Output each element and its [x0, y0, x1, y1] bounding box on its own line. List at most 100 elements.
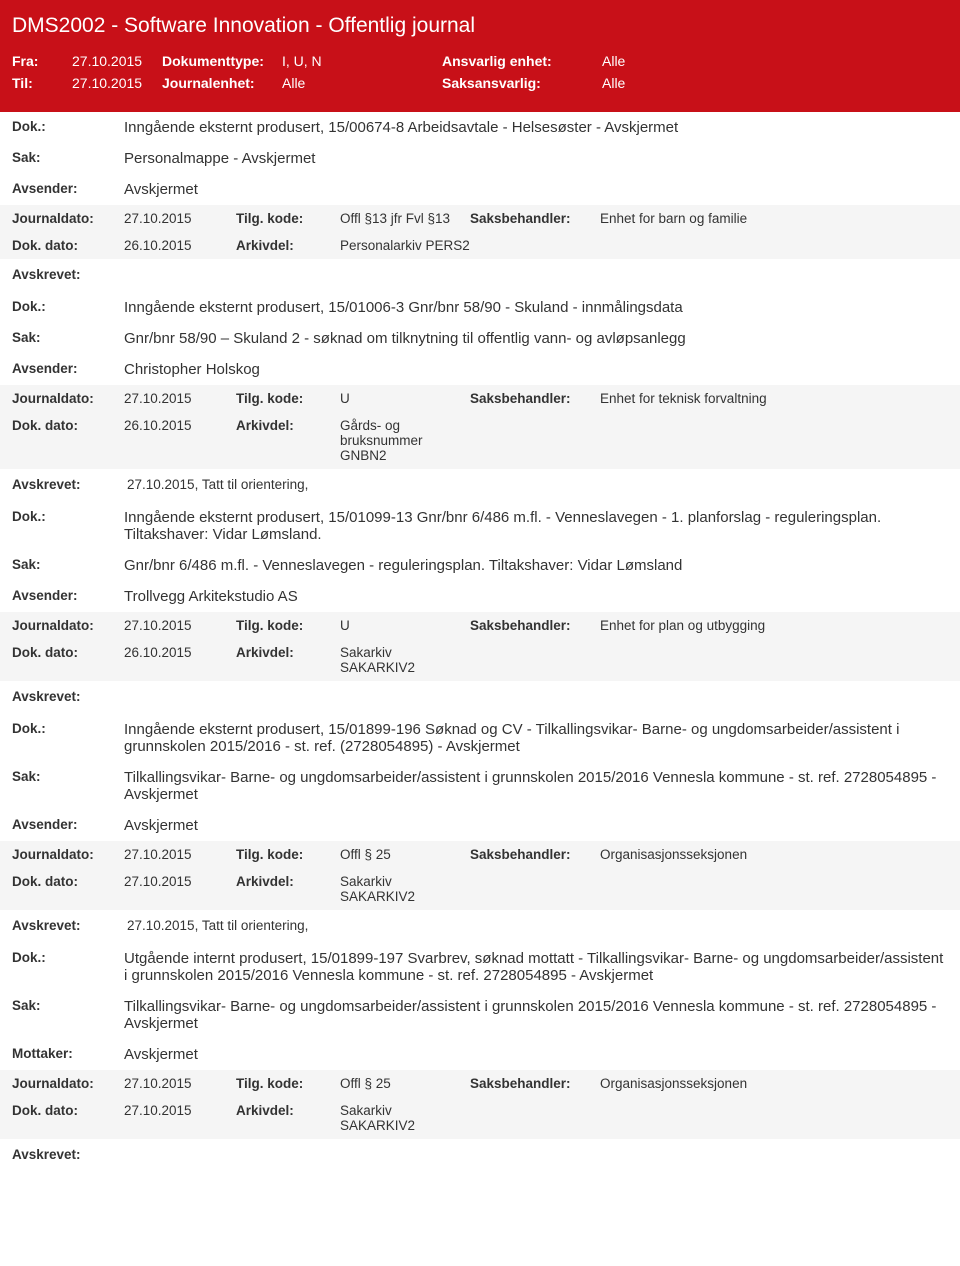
arkivdel-value: Sakarkiv SAKARKIV2 [340, 645, 470, 675]
sak-row: Sak: Tilkallingsvikar- Barne- og ungdoms… [0, 991, 960, 1039]
journalenhet-value: Alle [282, 75, 442, 91]
party-value: Avskjermet [124, 181, 948, 198]
til-label: Til: [12, 75, 72, 91]
journal-entry: Dok.: Inngående eksternt produsert, 15/0… [0, 292, 960, 502]
sak-value: Gnr/bnr 6/486 m.fl. - Venneslavegen - re… [124, 557, 948, 574]
dokdato-label: Dok. dato: [12, 418, 124, 433]
dokdato-value: 26.10.2015 [124, 418, 236, 433]
party-label: Avsender: [12, 588, 124, 603]
sak-value: Personalmappe - Avskjermet [124, 150, 948, 167]
sak-row: Sak: Gnr/bnr 6/486 m.fl. - Venneslavegen… [0, 550, 960, 581]
dok-value: Utgående internt produsert, 15/01899-197… [124, 950, 948, 984]
tilgkode-label: Tilg. kode: [236, 618, 340, 633]
journaldato-value: 27.10.2015 [124, 618, 236, 633]
journaldato-label: Journaldato: [12, 847, 124, 862]
arkivdel-label: Arkivdel: [236, 238, 340, 253]
tilgkode-value: Offl § 25 [340, 1076, 470, 1091]
journaldato-value: 27.10.2015 [124, 847, 236, 862]
dok-label: Dok.: [12, 721, 124, 736]
avskrevet-label: Avskrevet: [12, 689, 127, 704]
fra-value: 27.10.2015 [72, 53, 162, 69]
party-row: Avsender: Trollvegg Arkitekstudio AS [0, 581, 960, 612]
avskrevet-value: 27.10.2015, Tatt til orientering, [127, 477, 308, 492]
sak-row: Sak: Gnr/bnr 58/90 – Skuland 2 - søknad … [0, 323, 960, 354]
journal-entry: Dok.: Inngående eksternt produsert, 15/0… [0, 112, 960, 292]
dokdato-value: 26.10.2015 [124, 238, 236, 253]
fra-label: Fra: [12, 53, 72, 69]
sak-value: Tilkallingsvikar- Barne- og ungdomsarbei… [124, 998, 948, 1032]
avskrevet-value: 27.10.2015, Tatt til orientering, [127, 918, 308, 933]
party-row: Avsender: Avskjermet [0, 174, 960, 205]
saksbehandler-value: Organisasjonsseksjonen [600, 1076, 948, 1091]
tilgkode-value: Offl §13 jfr Fvl §13 [340, 211, 470, 226]
dok-value: Inngående eksternt produsert, 15/00674-8… [124, 119, 948, 136]
dok-row: Dok.: Inngående eksternt produsert, 15/0… [0, 714, 960, 762]
journal-entry: Dok.: Utgående internt produsert, 15/018… [0, 943, 960, 1172]
dok-value: Inngående eksternt produsert, 15/01099-1… [124, 509, 948, 543]
dok-row: Dok.: Inngående eksternt produsert, 15/0… [0, 502, 960, 550]
saksbehandler-label: Saksbehandler: [470, 211, 600, 226]
journal-entries: Dok.: Inngående eksternt produsert, 15/0… [0, 112, 960, 1172]
party-label: Avsender: [12, 361, 124, 376]
page-title: DMS2002 - Software Innovation - Offentli… [0, 0, 960, 50]
ansvarlig-label: Ansvarlig enhet: [442, 53, 602, 69]
party-value: Avskjermet [124, 1046, 948, 1063]
dokumenttype-value: I, U, N [282, 53, 442, 69]
dok-row: Dok.: Inngående eksternt produsert, 15/0… [0, 112, 960, 143]
saksbehandler-value: Organisasjonsseksjonen [600, 847, 948, 862]
dok-label: Dok.: [12, 119, 124, 134]
dokdato-row: Dok. dato: 26.10.2015 Arkivdel: Personal… [0, 232, 960, 259]
saksansvarlig-value: Alle [602, 75, 625, 91]
journaldato-row: Journaldato: 27.10.2015 Tilg. kode: Offl… [0, 1070, 960, 1097]
dokdato-value: 27.10.2015 [124, 874, 236, 889]
party-row: Avsender: Christopher Holskog [0, 354, 960, 385]
journaldato-value: 27.10.2015 [124, 1076, 236, 1091]
saksbehandler-label: Saksbehandler: [470, 618, 600, 633]
party-row: Mottaker: Avskjermet [0, 1039, 960, 1070]
sak-value: Gnr/bnr 58/90 – Skuland 2 - søknad om ti… [124, 330, 948, 347]
dokdato-row: Dok. dato: 26.10.2015 Arkivdel: Gårds- o… [0, 412, 960, 469]
saksansvarlig-label: Saksansvarlig: [442, 75, 602, 91]
journaldato-row: Journaldato: 27.10.2015 Tilg. kode: Offl… [0, 841, 960, 868]
party-label: Mottaker: [12, 1046, 124, 1061]
sak-value: Tilkallingsvikar- Barne- og ungdomsarbei… [124, 769, 948, 803]
dokdato-label: Dok. dato: [12, 645, 124, 660]
dokdato-row: Dok. dato: 27.10.2015 Arkivdel: Sakarkiv… [0, 868, 960, 910]
party-value: Trollvegg Arkitekstudio AS [124, 588, 948, 605]
tilgkode-label: Tilg. kode: [236, 391, 340, 406]
dokdato-row: Dok. dato: 26.10.2015 Arkivdel: Sakarkiv… [0, 639, 960, 681]
arkivdel-label: Arkivdel: [236, 1103, 340, 1118]
dok-value: Inngående eksternt produsert, 15/01006-3… [124, 299, 948, 316]
dok-label: Dok.: [12, 299, 124, 314]
journaldato-label: Journaldato: [12, 1076, 124, 1091]
tilgkode-value: U [340, 391, 470, 406]
party-value: Avskjermet [124, 817, 948, 834]
journaldato-label: Journaldato: [12, 618, 124, 633]
dokdato-value: 26.10.2015 [124, 645, 236, 660]
sak-label: Sak: [12, 330, 124, 345]
arkivdel-label: Arkivdel: [236, 418, 340, 433]
dok-row: Dok.: Inngående eksternt produsert, 15/0… [0, 292, 960, 323]
avskrevet-row: Avskrevet: [0, 1139, 960, 1172]
saksbehandler-label: Saksbehandler: [470, 847, 600, 862]
avskrevet-row: Avskrevet: [0, 681, 960, 714]
dok-value: Inngående eksternt produsert, 15/01899-1… [124, 721, 948, 755]
saksbehandler-value: Enhet for plan og utbygging [600, 618, 948, 633]
journaldato-value: 27.10.2015 [124, 211, 236, 226]
dok-label: Dok.: [12, 950, 124, 965]
sak-label: Sak: [12, 998, 124, 1013]
dok-row: Dok.: Utgående internt produsert, 15/018… [0, 943, 960, 991]
dokdato-label: Dok. dato: [12, 238, 124, 253]
dokdato-value: 27.10.2015 [124, 1103, 236, 1118]
arkivdel-label: Arkivdel: [236, 874, 340, 889]
saksbehandler-label: Saksbehandler: [470, 391, 600, 406]
avskrevet-row: Avskrevet: 27.10.2015, Tatt til orienter… [0, 910, 960, 943]
dok-label: Dok.: [12, 509, 124, 524]
saksbehandler-value: Enhet for teknisk forvaltning [600, 391, 948, 406]
avskrevet-label: Avskrevet: [12, 918, 127, 933]
sak-label: Sak: [12, 769, 124, 784]
sak-label: Sak: [12, 150, 124, 165]
arkivdel-value: Personalarkiv PERS2 [340, 238, 470, 253]
dokdato-label: Dok. dato: [12, 874, 124, 889]
party-label: Avsender: [12, 181, 124, 196]
